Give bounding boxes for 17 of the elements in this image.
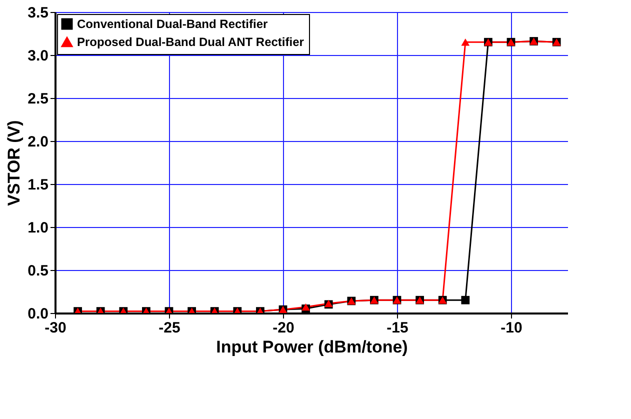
y-tick-label: 0.0: [28, 306, 48, 322]
y-tick-label: 3.5: [28, 4, 48, 22]
x-tick-label: -20: [272, 320, 294, 336]
x-tick-label: -15: [386, 320, 408, 336]
y-tick-label: 2.5: [28, 90, 48, 108]
legend-label: Proposed Dual-Band Dual ANT Rectifier: [77, 35, 304, 49]
y-axis-title: VSTOR (V): [4, 120, 24, 206]
y-tick-label: 0.5: [28, 262, 48, 280]
legend-label: Conventional Dual-Band Rectifier: [77, 17, 268, 31]
y-tick-label: 3.0: [28, 48, 48, 64]
y-tick-label: 1.0: [28, 220, 48, 236]
x-tick-label: -25: [158, 320, 180, 336]
x-tick-label: -10: [500, 320, 522, 336]
x-tick-label: -30: [44, 320, 66, 336]
x-axis-title: Input Power (dBm/tone): [216, 338, 408, 356]
y-tick-label: 1.5: [28, 176, 48, 194]
y-tick-label: 2.0: [28, 134, 48, 150]
